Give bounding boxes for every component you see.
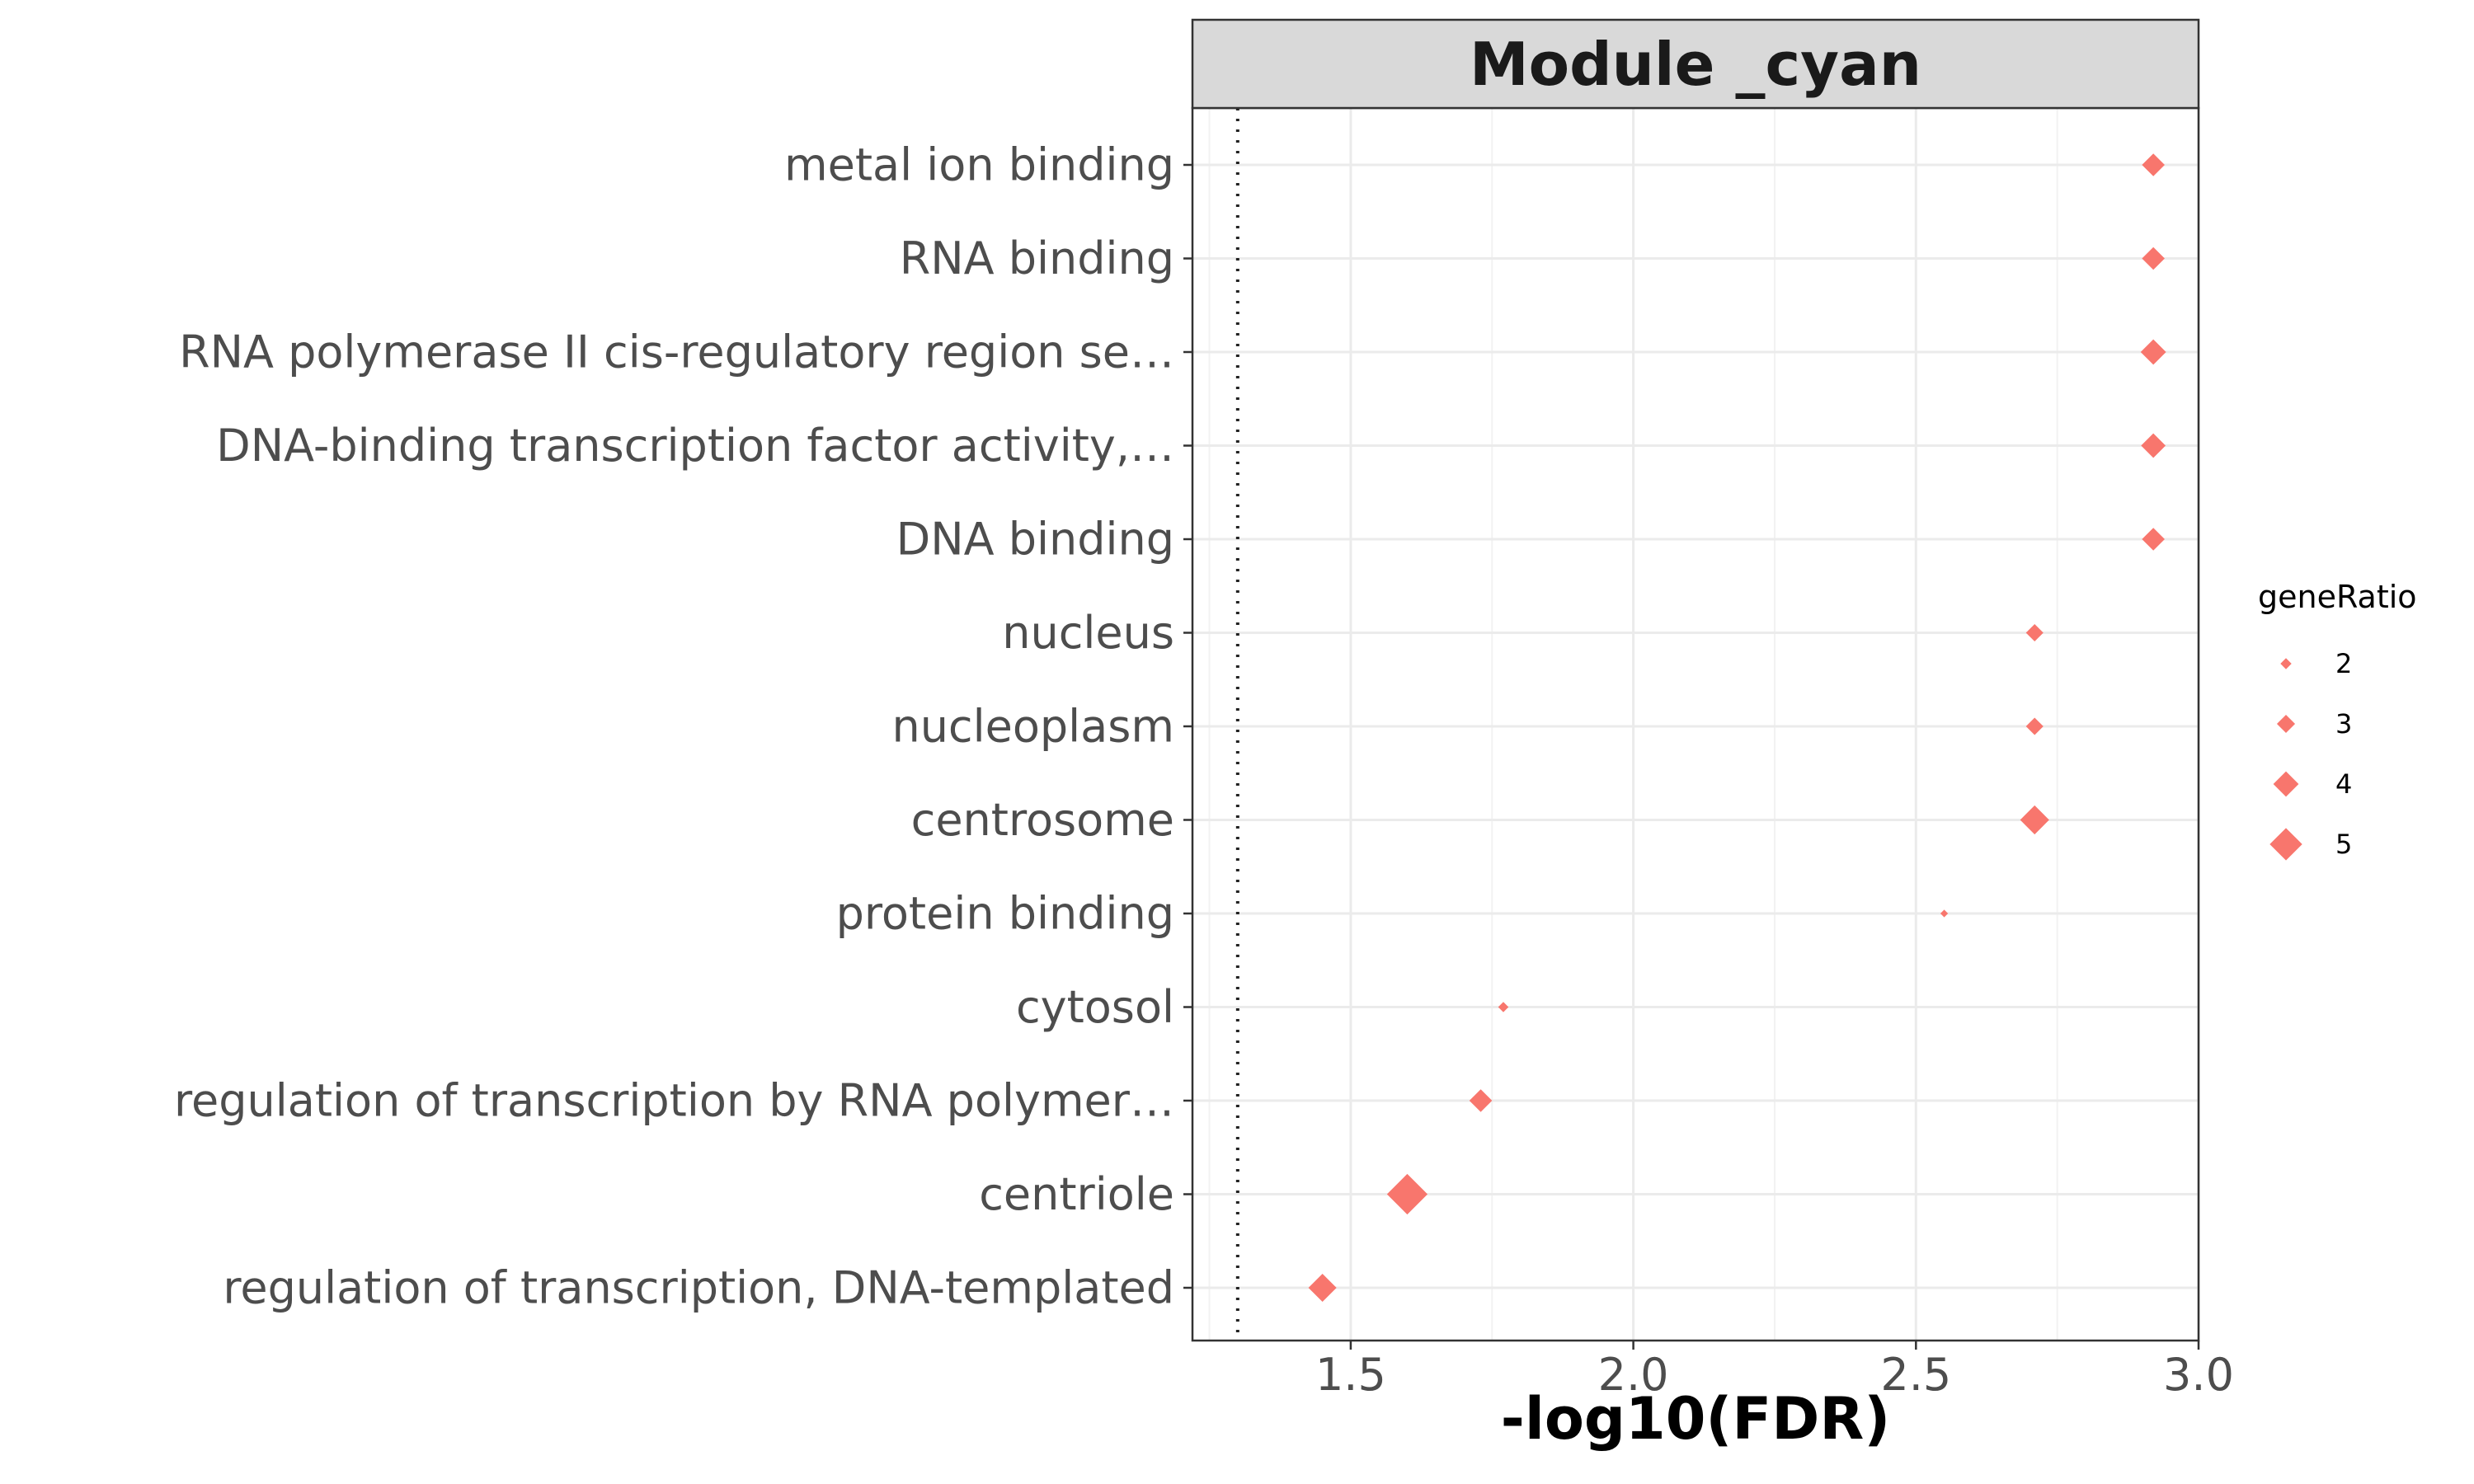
data-point: [2025, 717, 2044, 735]
data-point: [2140, 339, 2166, 365]
x-tick-label: 3.0: [2163, 1349, 2234, 1401]
y-tick-label: DNA-binding transcription factor activit…: [216, 420, 1174, 472]
data-point: [2141, 433, 2166, 458]
data-point: [2142, 153, 2165, 176]
legend-key: [2276, 714, 2296, 734]
legend-label: 3: [2335, 708, 2352, 740]
x-tick-label: 2.5: [1880, 1349, 1951, 1401]
points: [1308, 153, 2166, 1303]
data-point: [2142, 528, 2165, 551]
data-point: [1498, 1002, 1509, 1012]
y-tick-label: regulation of transcription, DNA-templat…: [223, 1262, 1174, 1314]
data-point: [2142, 247, 2165, 270]
data-point: [1386, 1173, 1428, 1215]
y-tick-label: centriole: [979, 1168, 1174, 1220]
y-tick-label: RNA polymerase II cis-regulatory region …: [179, 326, 1174, 378]
chart-title: Module _cyan: [1470, 30, 1921, 99]
facet-strip: [1191, 18, 2200, 110]
data-point: [2025, 623, 2044, 642]
legend-label: 2: [2335, 648, 2352, 679]
data-point: [1469, 1089, 1493, 1112]
y-tick-label: RNA binding: [900, 232, 1174, 284]
y-tick-label: protein binding: [836, 888, 1174, 940]
legend-key: [2273, 771, 2299, 797]
data-point: [1308, 1273, 1337, 1303]
y-tick-label: centrosome: [911, 794, 1174, 846]
y-tick-label: nucleus: [1002, 607, 1174, 659]
y-tick-label: cytosol: [1016, 981, 1174, 1033]
legend-label: 4: [2335, 768, 2352, 800]
legend-title: geneRatio: [2258, 579, 2417, 615]
y-tick-label: metal ion binding: [784, 139, 1174, 191]
y-tick-label: regulation of transcription by RNA polym…: [174, 1075, 1174, 1127]
legend-key: [2280, 658, 2292, 669]
x-axis: 1.5 2.0 2.5 3.0: [1315, 1341, 2234, 1401]
legend-label: 5: [2335, 829, 2352, 860]
x-axis-title: -log10(FDR): [1501, 1385, 1890, 1453]
y-tick-label: DNA binding: [896, 514, 1174, 566]
x-tick-label: 1.5: [1315, 1349, 1386, 1401]
y-tick-label: nucleoplasm: [891, 701, 1174, 753]
legend-key: [2269, 828, 2302, 861]
legend: 2 3 4 5: [2269, 648, 2352, 861]
plot-panel: [1192, 108, 2199, 1341]
y-axis-labels: metal ion binding RNA binding RNA polymera…: [174, 139, 1192, 1314]
data-point: [2020, 805, 2049, 835]
x-tick-label: 2.0: [1598, 1349, 1669, 1401]
data-point: [1940, 909, 1949, 918]
